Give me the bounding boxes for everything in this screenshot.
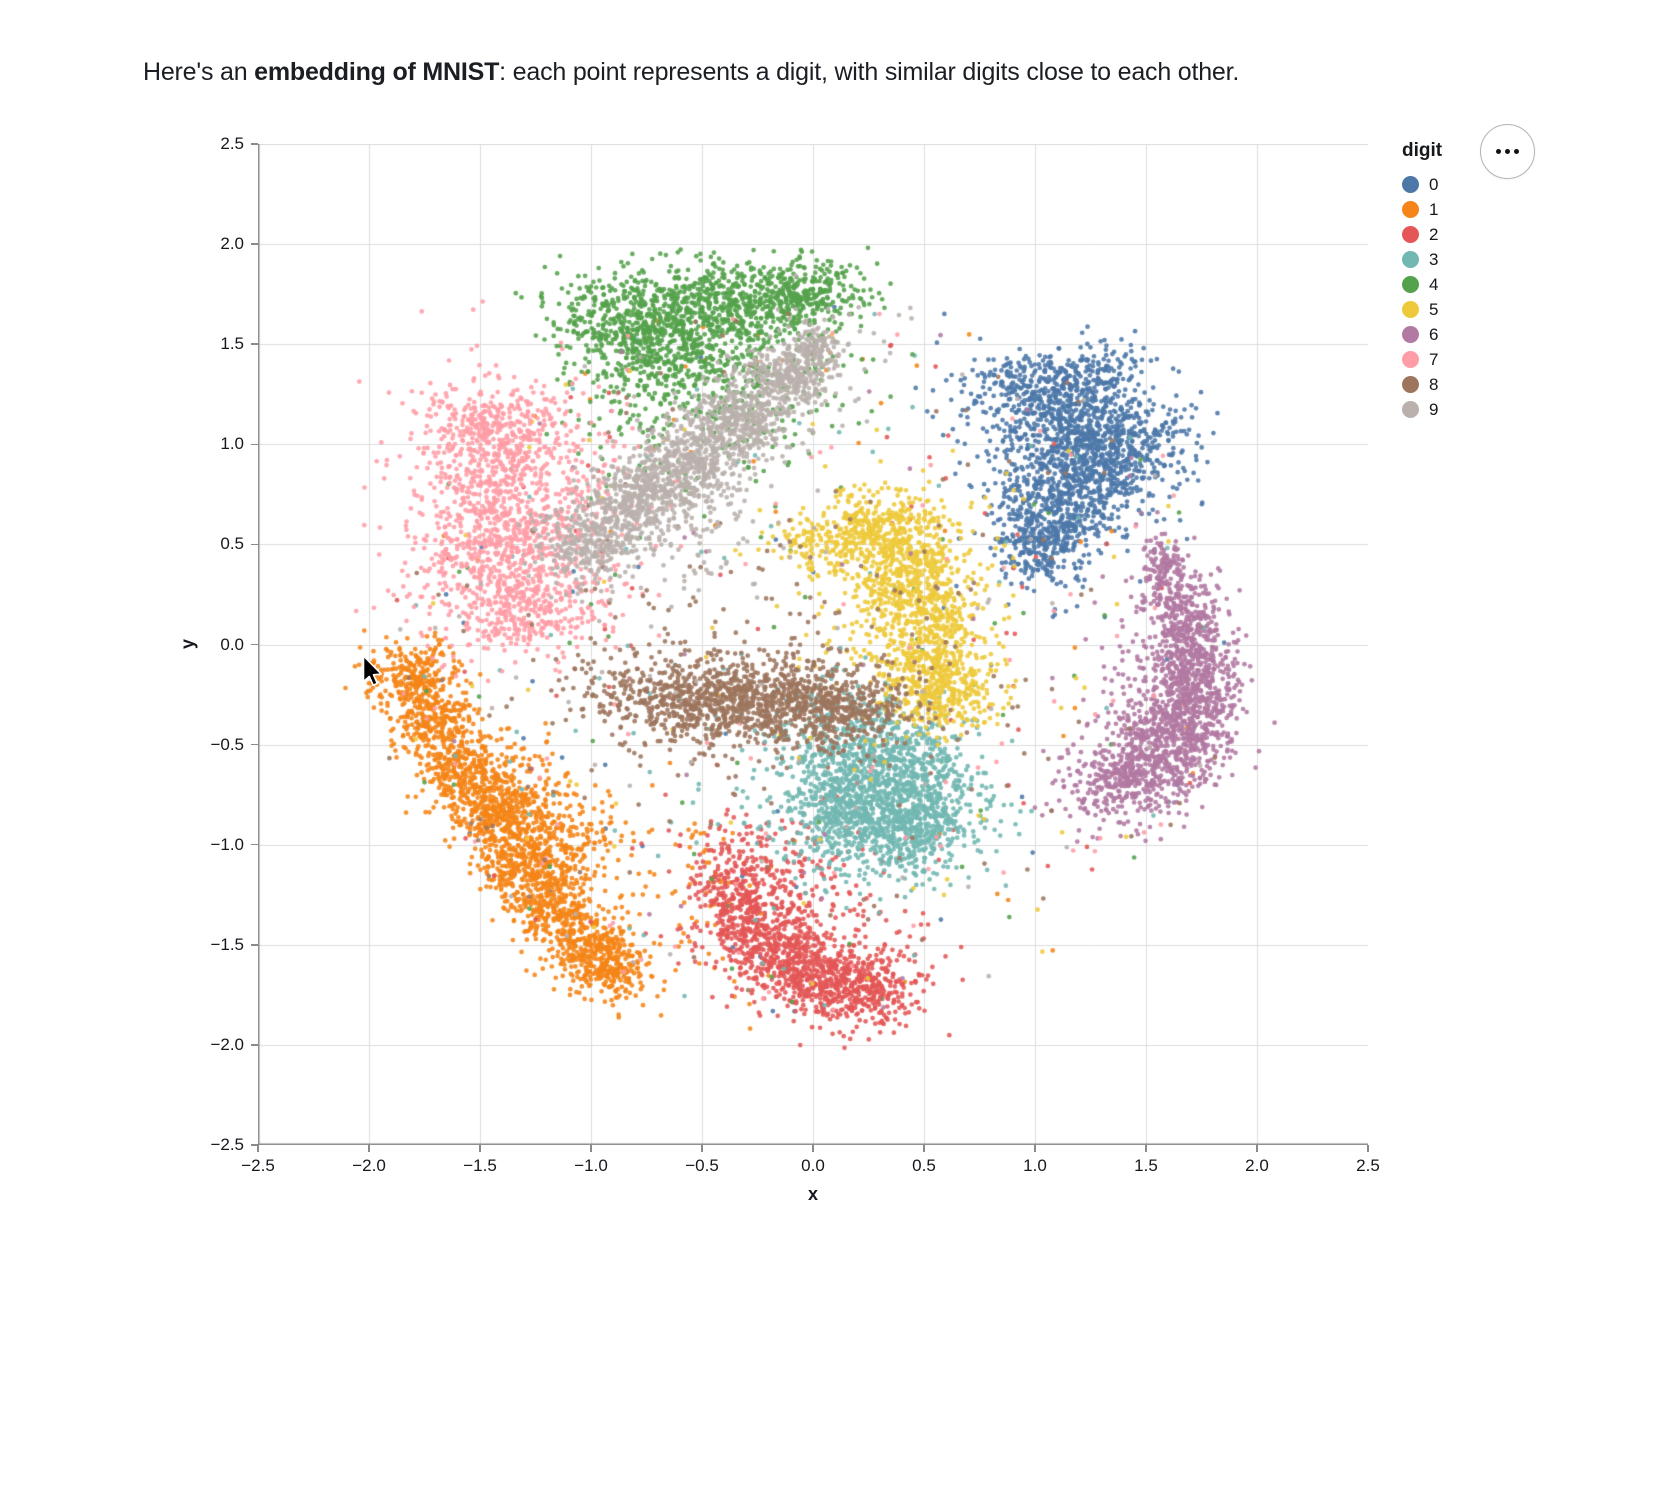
y-tick-mark	[251, 743, 258, 746]
x-tick-label: −1.5	[463, 1156, 497, 1175]
legend-label: 4	[1429, 274, 1439, 294]
x-tick-mark	[1367, 1145, 1369, 1152]
legend: digit 0 1 2 3 4 5 6 7 8 9	[1402, 140, 1442, 422]
legend-label: 2	[1429, 224, 1439, 244]
legend-entry: 6	[1402, 322, 1442, 347]
y-tick-label: 1.0	[220, 434, 244, 454]
y-tick-mark	[251, 243, 258, 245]
legend-swatch-icon	[1402, 226, 1419, 243]
x-tick-label: 2.0	[1245, 1156, 1269, 1175]
legend-entry: 1	[1402, 197, 1442, 222]
y-tick-label: −1.5	[210, 934, 244, 954]
legend-entry: 5	[1402, 297, 1442, 322]
legend-swatch-icon	[1402, 176, 1419, 193]
y-tick-mark	[251, 843, 258, 846]
x-tick-mark	[1256, 1145, 1258, 1152]
mouse-cursor	[362, 655, 382, 686]
legend-swatch-icon	[1402, 301, 1419, 318]
legend-title: digit	[1402, 140, 1443, 161]
x-tick-mark	[479, 1145, 481, 1152]
x-tick-label: −0.5	[685, 1156, 719, 1175]
legend-entry: 4	[1402, 272, 1442, 297]
x-tick-mark	[923, 1145, 925, 1152]
x-tick-label: 2.5	[1356, 1156, 1380, 1175]
title-bold: embedding of MNIST	[254, 58, 500, 86]
y-tick-mark	[251, 443, 258, 446]
x-tick-mark	[812, 1145, 814, 1152]
legend-entry: 2	[1402, 222, 1442, 247]
legend-entry: 0	[1402, 172, 1442, 197]
y-tick-mark	[251, 143, 258, 145]
legend-label: 6	[1429, 324, 1439, 344]
y-tick-label: −2.0	[210, 1034, 244, 1054]
y-tick-label: −2.5	[210, 1135, 244, 1154]
x-tick-label: −1.0	[574, 1156, 608, 1175]
x-tick-mark	[368, 1145, 370, 1152]
legend-label: 3	[1429, 249, 1439, 269]
legend-label: 8	[1429, 374, 1439, 394]
x-tick-mark	[1034, 1145, 1036, 1152]
y-tick-label: 0.5	[220, 534, 244, 554]
x-tick-mark	[257, 1145, 259, 1152]
legend-swatch-icon	[1402, 276, 1419, 293]
legend-entry: 3	[1402, 247, 1442, 272]
x-axis-title: x	[807, 1184, 819, 1204]
legend-swatch-icon	[1402, 201, 1419, 218]
legend-label: 0	[1429, 174, 1439, 194]
legend-swatch-icon	[1402, 251, 1419, 268]
legend-swatch-icon	[1402, 351, 1419, 368]
chart-menu-button[interactable]	[1480, 124, 1535, 179]
y-tick-mark	[251, 343, 258, 345]
x-tick-mark	[1145, 1145, 1147, 1152]
x-tick-label: 1.5	[1134, 1156, 1158, 1175]
legend-swatch-icon	[1402, 376, 1419, 393]
legend-entry: 9	[1402, 397, 1442, 422]
y-tick-label: −1.0	[210, 834, 244, 854]
title-suffix: : each point represents a digit, with si…	[499, 58, 1240, 86]
y-tick-mark	[251, 1044, 258, 1046]
y-tick-label: 1.5	[220, 334, 244, 354]
x-tick-label: 1.0	[1023, 1156, 1047, 1175]
y-tick-mark	[251, 944, 258, 946]
legend-entry: 8	[1402, 372, 1442, 397]
legend-entry: 7	[1402, 347, 1442, 372]
legend-label: 1	[1429, 199, 1439, 219]
legend-label: 5	[1429, 299, 1439, 319]
scatter-plot-canvas[interactable]	[258, 144, 1368, 1145]
legend-swatch-icon	[1402, 401, 1419, 418]
legend-label: 9	[1429, 399, 1439, 419]
x-tick-mark	[701, 1145, 703, 1152]
y-tick-mark	[251, 543, 258, 546]
legend-swatch-icon	[1402, 326, 1419, 343]
y-tick-label: 2.5	[220, 134, 244, 153]
x-tick-label: −2.5	[241, 1156, 275, 1175]
y-axis-title: y	[177, 638, 198, 650]
x-tick-mark	[590, 1145, 592, 1152]
x-tick-label: 0.0	[801, 1156, 825, 1175]
y-tick-label: 2.0	[220, 234, 244, 254]
y-tick-mark	[251, 1144, 258, 1146]
title-prefix: Here's an	[143, 58, 255, 86]
ellipsis-icon	[1495, 148, 1520, 155]
y-tick-label: 0.0	[220, 634, 244, 654]
legend-label: 7	[1429, 349, 1439, 369]
page-title: Here's an embedding of MNIST: each point…	[143, 55, 1239, 89]
y-tick-label: −0.5	[210, 734, 244, 754]
x-tick-label: 0.5	[912, 1156, 936, 1175]
y-tick-mark	[251, 643, 258, 646]
x-tick-label: −2.0	[352, 1156, 386, 1175]
legend-rows: 0 1 2 3 4 5 6 7 8 9	[1402, 172, 1442, 422]
